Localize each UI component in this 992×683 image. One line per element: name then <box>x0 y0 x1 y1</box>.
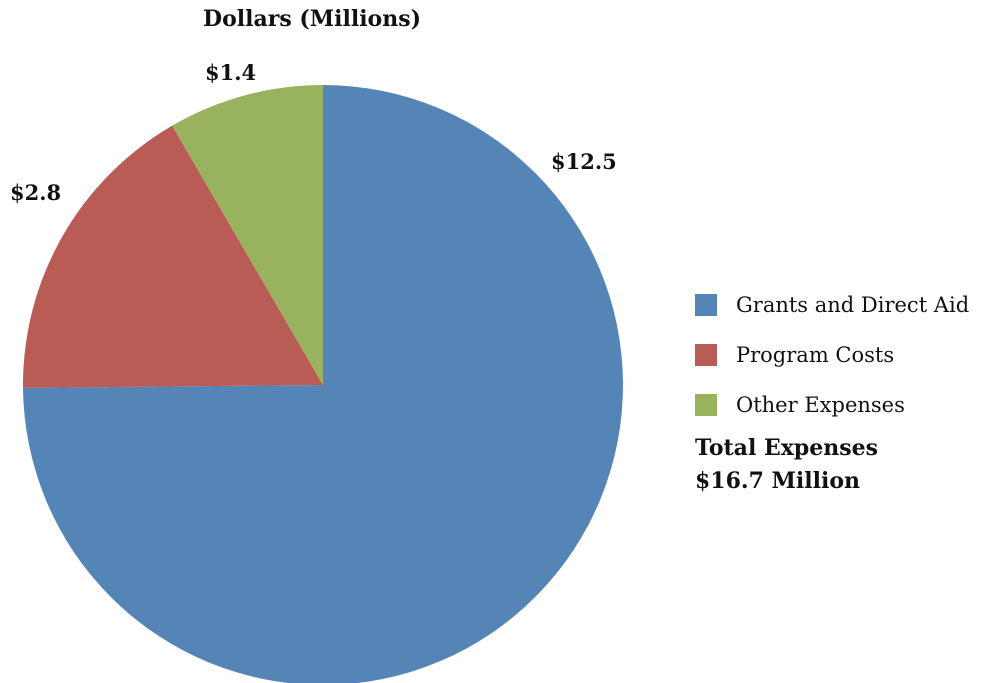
legend: Grants and Direct Aid Program Costs Othe… <box>695 280 969 430</box>
legend-swatch-grants <box>695 294 717 316</box>
legend-label-grants: Grants and Direct Aid <box>736 293 970 317</box>
legend-item-grants: Grants and Direct Aid <box>695 280 969 330</box>
legend-swatch-program-costs <box>695 344 717 366</box>
slice-label-program-costs: $2.8 <box>10 180 62 205</box>
legend-swatch-other-expenses <box>695 394 717 416</box>
total-expenses-label: Total Expenses <box>695 435 878 461</box>
legend-item-program-costs: Program Costs <box>695 330 969 380</box>
total-expenses-value: $16.7 Million <box>695 468 860 494</box>
legend-label-program-costs: Program Costs <box>736 343 895 367</box>
slice-other-expenses <box>172 85 323 385</box>
chart-title: Dollars (Millions) <box>203 6 422 32</box>
legend-item-other-expenses: Other Expenses <box>695 380 969 430</box>
slice-program-costs <box>22 125 324 388</box>
total-expenses: Total Expenses $16.7 Million <box>695 432 878 498</box>
slice-grants <box>23 85 623 683</box>
legend-label-other-expenses: Other Expenses <box>736 393 905 417</box>
slice-label-other-expenses: $1.4 <box>205 60 257 85</box>
slice-label-grants: $12.5 <box>551 149 617 174</box>
